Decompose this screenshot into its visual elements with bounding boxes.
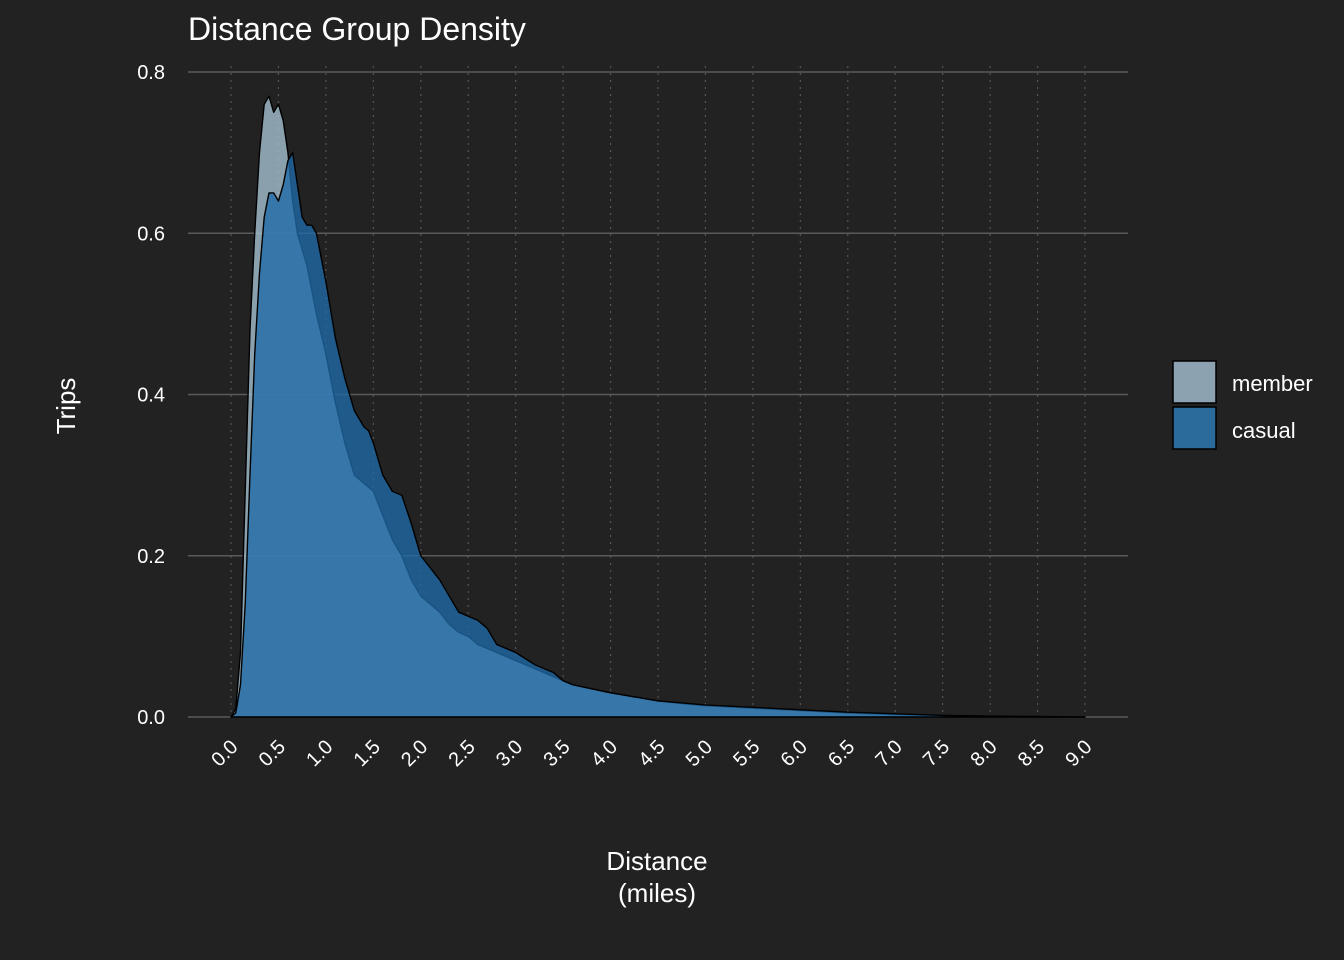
density-area-casual: [230, 151, 1086, 718]
x-tick-label: 0.0: [207, 736, 242, 771]
x-tick-label: 2.0: [397, 736, 432, 771]
y-tick-label: 0.2: [137, 546, 165, 568]
x-tick-label: 4.0: [587, 736, 622, 771]
chart-title: Distance Group Density: [188, 11, 526, 47]
x-tick-label: 1.5: [350, 736, 385, 771]
y-axis-label: Trips: [51, 378, 81, 435]
y-tick-label: 0.4: [137, 385, 165, 407]
legend-label-member: member: [1232, 371, 1313, 396]
x-axis-ticks: 0.0 0.5 1.0 1.5 2.0 2.5 3.0 3.5 4.0 4.5 5.0 5.5 6.0 6…: [207, 736, 1096, 771]
legend-key-casual: [1172, 406, 1217, 450]
y-axis-ticks: 0.0 0.2 0.4 0.6 0.8: [137, 62, 165, 729]
x-axis-label: Distance: [606, 846, 707, 876]
legend-key-member: [1172, 360, 1217, 404]
x-tick-label: 7.0: [872, 736, 907, 771]
density-areas: [230, 95, 1086, 718]
x-tick-label: 7.5: [919, 736, 954, 771]
x-tick-label: 6.0: [777, 736, 812, 771]
legend: member casual: [1172, 360, 1313, 450]
x-tick-label: 3.5: [539, 736, 574, 771]
x-tick-label: 2.5: [445, 736, 480, 771]
legend-label-casual: casual: [1232, 418, 1296, 443]
x-tick-label: 0.5: [255, 736, 290, 771]
y-tick-label: 0.6: [137, 223, 165, 245]
x-axis-unit-label: (miles): [618, 878, 696, 908]
x-tick-label: 1.0: [302, 736, 337, 771]
x-tick-label: 9.0: [1061, 736, 1096, 771]
x-tick-label: 5.5: [729, 736, 764, 771]
y-tick-label: 0.0: [137, 707, 165, 729]
x-tick-label: 3.0: [492, 736, 527, 771]
x-tick-label: 4.5: [634, 736, 669, 771]
x-tick-label: 8.5: [1014, 736, 1049, 771]
y-tick-label: 0.8: [137, 62, 165, 84]
x-tick-label: 6.5: [824, 736, 859, 771]
x-tick-label: 5.0: [682, 736, 717, 771]
x-tick-label: 8.0: [966, 736, 1001, 771]
